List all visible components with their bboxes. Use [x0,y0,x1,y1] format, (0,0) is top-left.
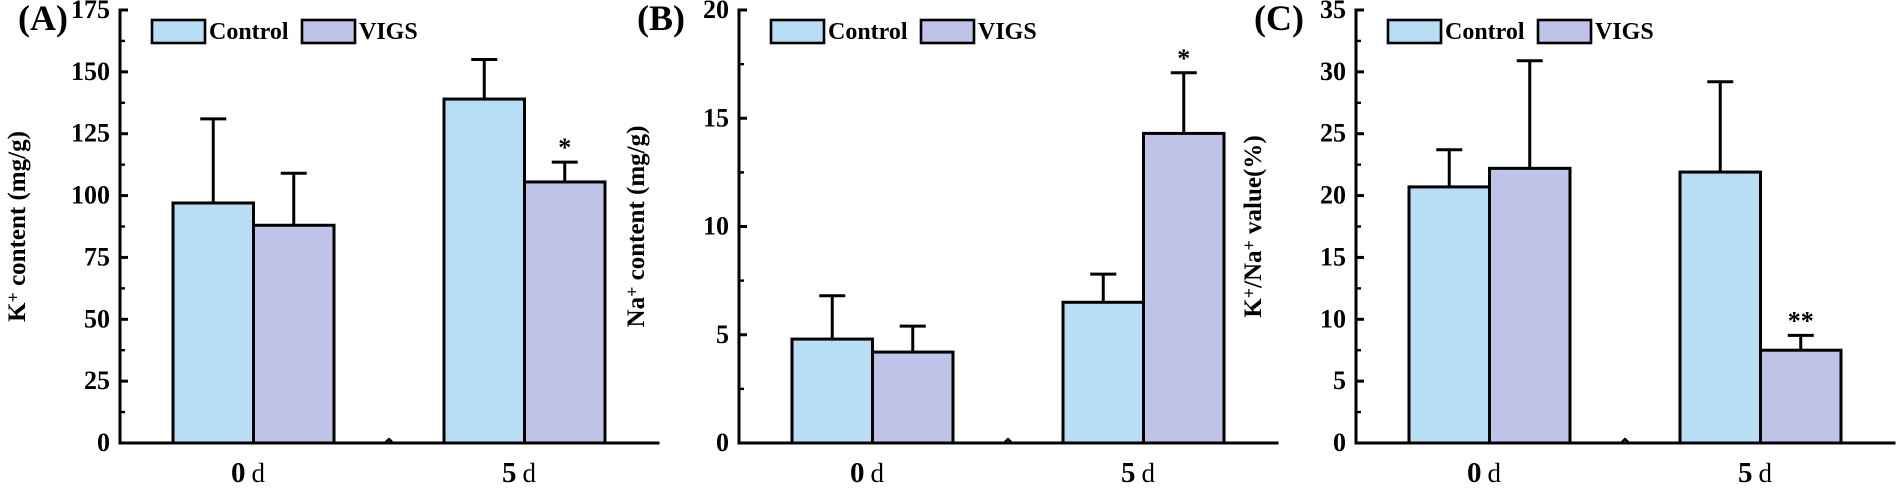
svg-text:100: 100 [71,181,110,210]
svg-text:30: 30 [1320,57,1346,86]
svg-text:Control: Control [209,19,289,45]
svg-text:*: * [558,133,571,162]
svg-text:75: 75 [84,242,110,271]
svg-text:**: ** [1788,306,1814,335]
svg-text:(A): (A) [18,0,68,38]
svg-text:20: 20 [1320,181,1346,210]
svg-text:20: 20 [703,0,729,24]
svg-text:5: 5 [1333,366,1346,395]
svg-text:10: 10 [1320,304,1346,333]
svg-text:175: 175 [71,0,110,24]
svg-text:0: 0 [850,457,865,489]
svg-text:Control: Control [1445,19,1525,45]
svg-text:Na+ content (mg/g): Na+ content (mg/g) [622,126,650,328]
svg-text:0: 0 [97,428,110,457]
svg-text:15: 15 [703,103,729,132]
svg-text:d: d [523,458,537,488]
svg-text:Control: Control [828,19,908,45]
svg-text:d: d [1759,458,1773,488]
svg-text:5: 5 [502,457,517,489]
svg-text:35: 35 [1320,0,1346,24]
svg-text:150: 150 [71,57,110,86]
svg-text:5: 5 [1738,457,1753,489]
svg-text:125: 125 [71,119,110,148]
svg-text:d: d [1488,458,1502,488]
svg-text:10: 10 [703,212,729,241]
svg-text:*: * [1177,44,1190,73]
svg-text:5: 5 [1121,457,1136,489]
svg-text:(B): (B) [637,0,685,38]
svg-text:5: 5 [716,320,729,349]
svg-text:d: d [252,458,266,488]
svg-text:50: 50 [84,304,110,333]
svg-text:(C): (C) [1254,0,1304,38]
svg-text:VIGS: VIGS [1595,19,1654,45]
svg-text:25: 25 [1320,119,1346,148]
svg-text:0: 0 [1467,457,1482,489]
svg-text:0: 0 [231,457,246,489]
svg-text:d: d [871,458,885,488]
svg-text:0: 0 [1333,428,1346,457]
svg-text:25: 25 [84,366,110,395]
svg-text:15: 15 [1320,242,1346,271]
svg-text:d: d [1142,458,1156,488]
svg-text:0: 0 [716,428,729,457]
svg-text:VIGS: VIGS [978,19,1037,45]
svg-text:VIGS: VIGS [359,19,418,45]
